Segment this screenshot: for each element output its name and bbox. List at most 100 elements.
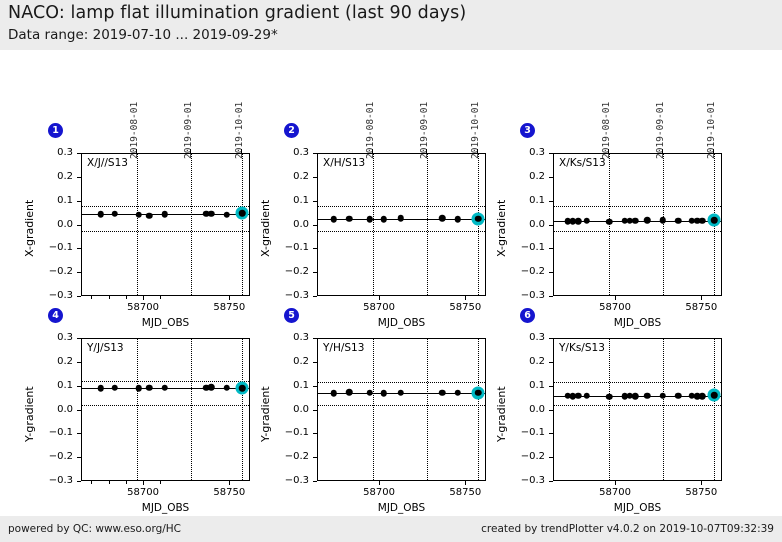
data-point[interactable]	[202, 210, 210, 218]
y-tick-mark	[313, 481, 317, 482]
data-point[interactable]	[643, 392, 651, 399]
data-point[interactable]	[380, 389, 387, 397]
data-point[interactable]	[569, 392, 577, 400]
data-point[interactable]	[674, 217, 682, 225]
data-point[interactable]	[208, 384, 215, 391]
y-tick-mark	[313, 176, 317, 178]
data-point[interactable]	[438, 389, 446, 396]
data-point[interactable]	[135, 384, 143, 392]
data-point[interactable]	[146, 212, 153, 219]
data-point[interactable]	[397, 215, 405, 222]
data-point[interactable]	[711, 216, 718, 224]
panel-badge-4[interactable]: 4	[48, 308, 63, 323]
panel-badge-5[interactable]: 5	[284, 308, 299, 323]
reference-line-upper	[82, 205, 249, 207]
x-tick-minor	[143, 481, 145, 484]
data-point[interactable]	[583, 392, 590, 399]
data-point[interactable]	[239, 210, 246, 217]
data-point[interactable]	[631, 392, 639, 400]
data-point[interactable]	[659, 217, 666, 224]
data-point[interactable]	[345, 388, 353, 396]
plot-area-2[interactable]	[317, 153, 486, 296]
data-point[interactable]	[454, 215, 461, 223]
data-point[interactable]	[161, 384, 169, 392]
y-tick-mark	[313, 361, 317, 363]
plot-clip	[318, 339, 485, 480]
y-tick-label: 0.3	[293, 147, 309, 158]
data-point[interactable]	[621, 392, 628, 400]
data-point[interactable]	[475, 389, 482, 397]
data-point[interactable]	[202, 384, 210, 391]
y-tick-label: −0.1	[48, 427, 73, 439]
y-tick-label: 0.3	[293, 332, 309, 343]
plot-area-6[interactable]	[553, 338, 722, 481]
data-point[interactable]	[564, 217, 572, 225]
data-point[interactable]	[693, 217, 701, 224]
panel-badge-1[interactable]: 1	[48, 123, 63, 138]
data-point[interactable]	[583, 217, 590, 224]
data-point[interactable]	[111, 210, 118, 218]
data-point[interactable]	[208, 210, 215, 217]
plot-area-3[interactable]	[553, 153, 722, 296]
data-point[interactable]	[223, 384, 231, 392]
x-tick-mark	[615, 296, 617, 300]
data-point[interactable]	[454, 389, 461, 397]
data-point[interactable]	[330, 389, 337, 397]
data-point[interactable]	[574, 217, 582, 225]
data-point[interactable]	[631, 217, 639, 225]
data-point[interactable]	[438, 214, 446, 222]
panel-label-6: Y/Ks/S13	[559, 342, 605, 354]
panel-badge-3[interactable]: 3	[520, 123, 535, 138]
data-point[interactable]	[659, 392, 666, 400]
data-point[interactable]	[397, 389, 405, 397]
y-tick-mark	[313, 200, 317, 202]
plot-area-5[interactable]	[317, 338, 486, 481]
y-tick-label: −0.2	[520, 451, 545, 463]
x-tick-minor	[91, 481, 93, 484]
data-point[interactable]	[239, 384, 246, 392]
data-point[interactable]	[135, 211, 143, 219]
data-point[interactable]	[626, 392, 634, 400]
data-point[interactable]	[688, 217, 696, 225]
data-point[interactable]	[643, 217, 651, 224]
data-point[interactable]	[564, 392, 572, 400]
x-tick-minor	[108, 481, 110, 484]
y-tick-label: −0.2	[284, 451, 309, 463]
panel-badge-6[interactable]: 6	[520, 308, 535, 323]
data-point[interactable]	[574, 392, 582, 400]
x-axis-title: MJD_OBS	[141, 317, 190, 329]
data-point[interactable]	[475, 215, 482, 223]
data-point[interactable]	[621, 217, 628, 224]
data-point[interactable]	[605, 393, 613, 400]
data-point[interactable]	[97, 210, 105, 218]
data-point[interactable]	[146, 384, 153, 391]
top-date-label: 2019-10-01	[706, 101, 718, 159]
data-point[interactable]	[626, 217, 634, 225]
data-point[interactable]	[605, 218, 613, 225]
data-point[interactable]	[699, 392, 706, 400]
data-point[interactable]	[569, 218, 577, 225]
data-point[interactable]	[711, 392, 718, 399]
plot-clip	[554, 339, 721, 480]
y-tick-label: −0.3	[284, 475, 309, 486]
data-point[interactable]	[223, 211, 231, 219]
data-point[interactable]	[674, 392, 682, 399]
data-point[interactable]	[688, 392, 696, 400]
data-point[interactable]	[699, 217, 706, 225]
data-point[interactable]	[345, 215, 353, 223]
page-title: NACO: lamp flat illumination gradient (l…	[8, 3, 467, 23]
data-point[interactable]	[330, 215, 337, 223]
data-point[interactable]	[97, 384, 105, 392]
data-point[interactable]	[111, 384, 118, 392]
data-point[interactable]	[161, 211, 169, 218]
panel-badge-2[interactable]: 2	[284, 123, 299, 138]
plot-area-1[interactable]	[81, 153, 250, 296]
data-point[interactable]	[366, 215, 373, 223]
y-tick-mark	[549, 385, 553, 387]
data-point[interactable]	[693, 392, 701, 400]
data-point[interactable]	[366, 389, 373, 397]
y-tick-mark	[549, 296, 553, 297]
data-point[interactable]	[380, 215, 387, 223]
page-subtitle: Data range: 2019-07-10 ... 2019-09-29*	[8, 27, 278, 43]
plot-area-4[interactable]	[81, 338, 250, 481]
